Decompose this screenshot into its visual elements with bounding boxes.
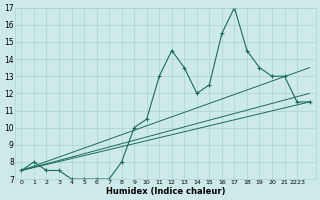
- X-axis label: Humidex (Indice chaleur): Humidex (Indice chaleur): [106, 187, 225, 196]
